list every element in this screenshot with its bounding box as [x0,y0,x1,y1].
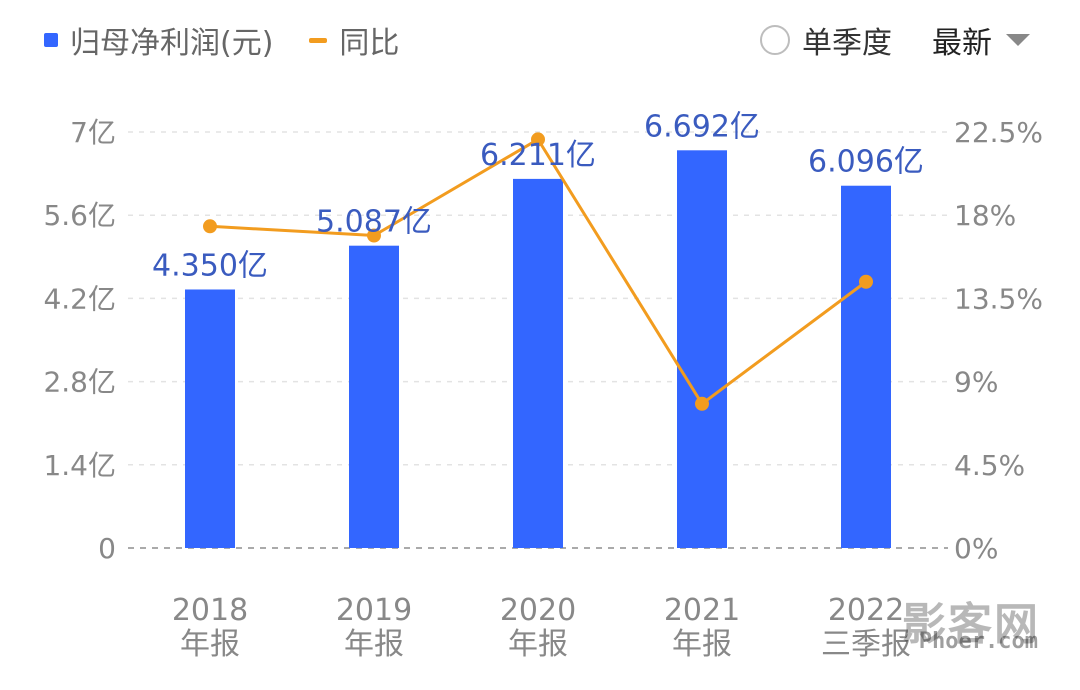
watermark-url: Phoer.com [918,629,1038,654]
bar-data-label: 4.350亿 [152,248,268,283]
left-axis-tick-label: 7亿 [70,116,116,149]
x-axis-tick-sublabel: 三季报 [821,627,911,662]
bar-data-label: 6.211亿 [480,138,596,173]
radio-circle-icon[interactable] [760,25,790,55]
bar-data-label: 6.692亿 [644,109,760,144]
right-axis-tick-label: 13.5% [954,282,1043,315]
yoy-point [203,219,217,234]
x-axis-tick-sublabel: 年报 [180,627,240,662]
left-axis-tick-label: 2.8亿 [43,366,116,399]
bar-data-label: 5.087亿 [316,205,432,240]
x-axis-tick-label: 2020 [500,593,576,628]
legend-yoy-label: 同比 [339,26,400,61]
x-axis-tick-sublabel: 年报 [508,627,568,662]
watermark-logo: 影客网 [902,599,1040,650]
x-axis-tick-label: 2019 [336,593,412,628]
bar [677,150,727,548]
right-axis-tick-label: 22.5% [954,116,1043,149]
x-axis-tick-sublabel: 年报 [672,627,732,662]
bar-data-label: 6.096亿 [808,145,924,180]
right-axis-tick-label: 9% [954,366,998,399]
legend-line-swatch [309,37,328,43]
period-dropdown-value[interactable]: 最新 [932,26,992,61]
legend-bar-swatch [44,33,58,47]
x-axis-tick-label: 2018 [172,593,248,628]
x-axis-tick-label: 2021 [664,593,740,628]
chart-controls: 单季度 最新 [760,18,1030,62]
bar [841,185,891,548]
right-axis-tick-label: 0% [954,532,998,565]
right-axis-tick-label: 4.5% [954,449,1025,482]
yoy-point [695,396,709,411]
legend-item-yoy: 同比 [309,18,399,62]
right-axis-tick-label: 18% [954,199,1016,232]
left-axis-tick-label: 5.6亿 [43,199,116,232]
left-axis-tick-label: 0 [98,532,116,565]
period-dropdown[interactable]: 最新 [932,18,1030,62]
single-quarter-label[interactable]: 单季度 [802,26,892,61]
caret-down-icon[interactable] [1006,34,1030,46]
bar [185,289,235,548]
chart-legend: 归母净利润(元) 同比 [44,18,435,62]
legend-item-net-profit: 归母净利润(元) [44,18,273,62]
x-axis-tick-label: 2022 [828,593,904,628]
legend-net-profit-label: 归母净利润(元) [70,26,274,61]
yoy-point [859,274,873,289]
single-quarter-radio[interactable]: 单季度 [760,18,892,62]
yoy-point [367,228,381,243]
bar [513,178,563,548]
x-axis-tick-sublabel: 年报 [344,627,404,662]
bar [349,245,399,548]
yoy-point [531,132,545,147]
left-axis-tick-label: 4.2亿 [43,282,116,315]
left-axis-tick-label: 1.4亿 [43,449,116,482]
